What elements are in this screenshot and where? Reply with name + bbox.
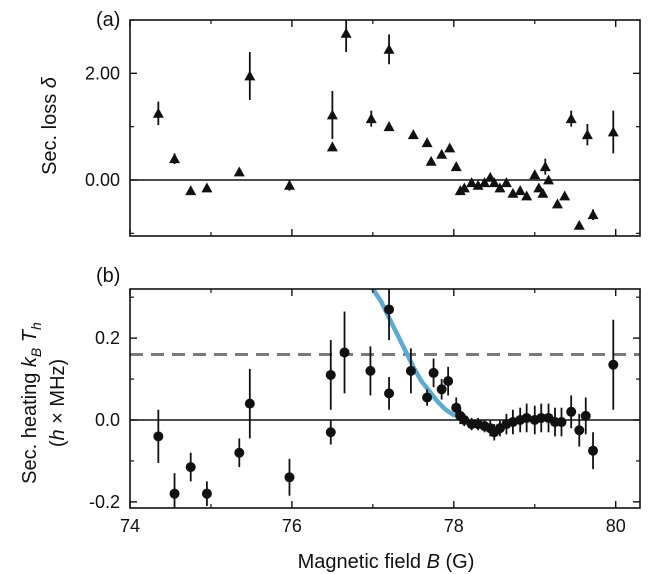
data-point — [533, 182, 545, 193]
y-tick-label: 2.00 — [85, 63, 120, 83]
data-point — [514, 185, 526, 196]
y-tick-label: -0.2 — [89, 492, 120, 512]
panel-b-label: (b) — [96, 265, 120, 287]
data-point — [521, 190, 533, 201]
y-tick-label: 0.2 — [95, 328, 120, 348]
data-point — [451, 402, 462, 413]
panel-b-ylabel-symbol: h — [28, 322, 44, 330]
data-point — [466, 177, 478, 188]
data-point — [472, 179, 484, 190]
data-point — [325, 427, 336, 438]
data-point — [405, 365, 416, 376]
data-point — [284, 472, 295, 483]
data-point — [484, 171, 496, 182]
data-point — [201, 182, 213, 193]
data-point — [425, 155, 437, 166]
data-point — [339, 347, 350, 358]
data-point — [543, 174, 555, 185]
data-point — [581, 129, 593, 140]
data-point — [436, 384, 447, 395]
data-point — [607, 126, 619, 137]
data-point — [428, 367, 439, 378]
data-point — [283, 179, 295, 190]
data-point — [436, 148, 448, 159]
data-point — [566, 406, 577, 417]
x-axis-label-symbol: B — [427, 551, 440, 573]
data-point — [365, 365, 376, 376]
data-point — [559, 190, 571, 201]
panel-b-ylabel-symbol: T — [19, 328, 41, 342]
panel-a-ylabel-text: Sec. loss — [39, 88, 61, 175]
data-point — [384, 304, 395, 315]
data-point — [169, 488, 180, 499]
panel-b-ylabel: Sec. heating kB Th — [19, 322, 44, 484]
data-point — [507, 187, 519, 198]
panel-b: (b) Sec. heating kB Th (h × MHz) Magneti… — [19, 265, 641, 573]
data-point — [536, 412, 547, 423]
x-tick-label: 76 — [282, 516, 302, 536]
data-point — [588, 445, 599, 456]
data-point — [580, 410, 591, 421]
data-point — [153, 431, 164, 442]
data-point — [234, 447, 245, 458]
x-tick-label: 78 — [444, 516, 464, 536]
data-point — [244, 70, 256, 81]
panel-a-ylabel-symbol: δ — [39, 76, 61, 88]
data-point — [326, 109, 338, 120]
panel-a: (a) Sec. loss δ 0.00 2.00 — [39, 9, 641, 237]
data-point — [587, 209, 599, 220]
plot-frame — [129, 19, 641, 237]
data-point — [422, 392, 433, 403]
data-point — [407, 129, 419, 140]
data-point — [444, 142, 456, 153]
data-point — [365, 113, 377, 124]
data-point — [450, 161, 462, 172]
data-point — [556, 417, 567, 428]
x-tick-label: 74 — [120, 516, 140, 536]
data-point — [152, 107, 164, 118]
data-point — [383, 43, 395, 54]
data-point — [443, 376, 454, 387]
data-point — [383, 121, 395, 132]
data-point — [479, 177, 491, 188]
plot-frame — [129, 288, 641, 509]
data-point — [458, 182, 470, 193]
data-point — [539, 161, 551, 172]
panel-a-label: (a) — [96, 9, 120, 31]
data-point — [573, 219, 585, 230]
data-point — [551, 198, 563, 209]
data-point — [537, 187, 549, 198]
data-point — [169, 153, 181, 164]
y-tick-label: 0.00 — [85, 170, 120, 190]
panel-b-ylabel-symbol: k — [19, 356, 41, 367]
data-point — [494, 182, 506, 193]
data-point — [326, 141, 338, 152]
data-point — [574, 425, 585, 436]
data-point — [565, 113, 577, 124]
y-tick-label: 0.0 — [95, 410, 120, 430]
data-point — [185, 462, 196, 473]
x-axis-label: Magnetic field B (G) — [298, 551, 475, 573]
panel-a-ylabel: Sec. loss δ — [39, 76, 61, 175]
data-point — [521, 412, 532, 423]
x-tick-label: 80 — [606, 516, 626, 536]
data-point — [459, 414, 470, 425]
panel-b-ylabel-line2: (h × MHz) — [47, 359, 69, 447]
data-point — [340, 27, 352, 38]
data-point — [488, 177, 500, 188]
data-point — [608, 359, 619, 370]
data-point — [384, 388, 395, 399]
data-point — [500, 177, 512, 188]
data-point — [201, 488, 212, 499]
data-point — [185, 185, 197, 196]
data-point — [421, 137, 433, 148]
data-point — [233, 166, 245, 177]
data-point — [244, 398, 255, 409]
data-point — [325, 369, 336, 380]
panel-b-ylabel-symbol: B — [28, 348, 44, 357]
data-point — [529, 169, 541, 180]
panel-b-ylabel-h: h — [47, 429, 69, 440]
